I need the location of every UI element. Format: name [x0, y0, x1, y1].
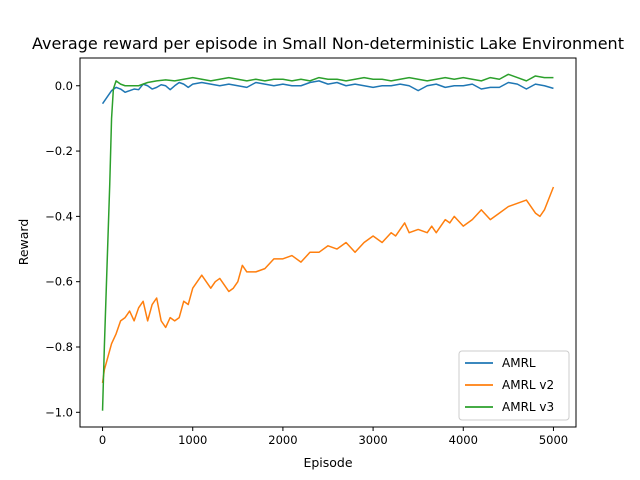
plot-area [79, 57, 577, 428]
series-line-3 [101, 73, 554, 411]
x-tick-label: 5000 [539, 433, 568, 447]
x-tick-label: 2000 [268, 433, 297, 447]
legend-label-3: AMRL v3 [502, 400, 554, 414]
y-axis-label: Reward [16, 219, 31, 266]
series-line-1 [101, 80, 554, 105]
y-tick-label: −0.2 [45, 144, 73, 158]
x-tick-label: 0 [99, 433, 106, 447]
y-tick-label: −0.8 [45, 340, 73, 354]
chart-title: Average reward per episode in Small Non-… [32, 34, 624, 53]
legend-box [458, 350, 570, 421]
x-tick-label: 4000 [449, 433, 478, 447]
y-tick-label: −0.4 [45, 209, 73, 223]
legend-label-1: AMRL [502, 356, 536, 370]
x-tick-label: 3000 [358, 433, 387, 447]
y-tick-label: −0.6 [45, 275, 73, 289]
series-line-2 [101, 186, 555, 384]
legend: AMRL AMRL v2 AMRL v3 [458, 350, 570, 421]
x-axis-ticks: 0 1000 2000 3000 4000 5000 [99, 427, 568, 447]
x-tick-label: 1000 [178, 433, 207, 447]
x-axis-label: Episode [303, 455, 352, 470]
y-tick-label: 0.0 [55, 79, 73, 93]
y-axis-ticks: 0.0 −0.2 −0.4 −0.6 −0.8 −1.0 [45, 79, 80, 419]
legend-label-2: AMRL v2 [502, 378, 554, 392]
y-tick-label: −1.0 [45, 405, 73, 419]
series-layer [101, 73, 555, 411]
